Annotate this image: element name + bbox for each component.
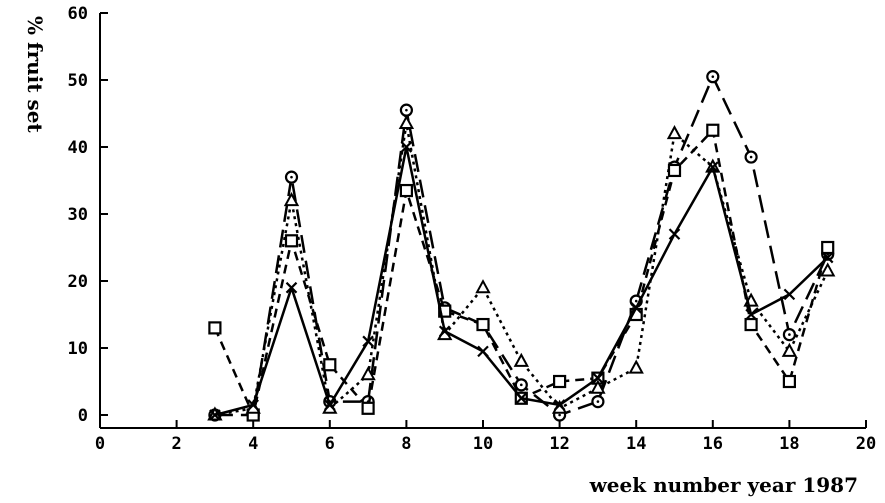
data-point-circle-center xyxy=(290,175,293,179)
data-point-square xyxy=(323,358,337,372)
data-point-square xyxy=(399,183,413,198)
data-point-cross xyxy=(438,325,451,338)
data-point-triangle xyxy=(513,352,529,367)
data-point-square xyxy=(284,234,299,248)
data-point-triangle xyxy=(360,366,376,381)
x-tick-label: 6 xyxy=(325,434,335,454)
x-tick-label: 12 xyxy=(549,434,569,454)
x-axis-title: week number year 1987 xyxy=(589,473,858,497)
data-point-cross xyxy=(821,251,834,264)
data-point-cross xyxy=(783,288,796,301)
data-point-triangle xyxy=(590,379,606,394)
data-point-triangle xyxy=(398,114,415,130)
y-tick-label: 30 xyxy=(68,205,88,225)
data-point-cross xyxy=(707,161,719,173)
data-point-cross xyxy=(477,345,489,358)
data-point-circle-center xyxy=(788,333,791,336)
x-tick-label: 16 xyxy=(703,434,723,454)
data-point-circle-center xyxy=(596,400,600,403)
series-cross xyxy=(209,141,834,421)
x-tick-label: 2 xyxy=(171,434,181,454)
data-point-square xyxy=(208,321,222,335)
y-tick-label: 0 xyxy=(78,406,88,426)
data-point-square xyxy=(706,123,720,137)
x-tick-label: 0 xyxy=(95,434,105,454)
data-point-circle-center xyxy=(405,108,408,112)
x-tick-label: 18 xyxy=(779,434,799,454)
x-tick-label: 10 xyxy=(473,434,493,454)
y-axis-title: % fruit set xyxy=(23,16,47,133)
data-point-cross xyxy=(247,399,259,411)
data-point-square xyxy=(361,401,375,415)
data-point-circle-center xyxy=(749,155,753,159)
data-point-square xyxy=(552,374,567,389)
data-point-circle-center xyxy=(711,75,715,78)
data-point-triangle xyxy=(475,279,491,294)
data-point-cross xyxy=(745,308,757,321)
y-tick-label: 40 xyxy=(68,138,88,158)
x-tick-label: 8 xyxy=(401,434,411,454)
data-point-triangle xyxy=(820,262,836,277)
data-point-triangle xyxy=(666,125,683,140)
x-tick-label: 20 xyxy=(856,434,876,454)
y-tick-label: 20 xyxy=(68,272,88,292)
data-point-triangle xyxy=(628,359,644,374)
data-point-cross xyxy=(515,392,528,405)
x-tick-label: 14 xyxy=(626,434,646,454)
data-point-cross xyxy=(209,409,221,421)
data-point-cross xyxy=(324,399,336,411)
data-point-cross xyxy=(592,372,604,384)
data-point-triangle xyxy=(781,342,798,357)
axes: 0 10 20 30 40 50 60 0 2 4 6 8 10 12 14 16 18 20 xyxy=(68,4,877,454)
data-point-cross xyxy=(668,228,681,240)
series-layer xyxy=(207,70,836,422)
data-point-square xyxy=(667,163,682,178)
data-point-square xyxy=(438,304,452,318)
data-point-circle-center xyxy=(558,413,561,417)
data-point-square xyxy=(821,240,835,255)
data-point-triangle xyxy=(283,192,300,207)
data-point-circle-center xyxy=(520,383,523,387)
data-point-cross xyxy=(362,335,374,348)
data-point-square xyxy=(476,317,490,332)
y-tick-label: 50 xyxy=(68,71,88,91)
data-point-cross xyxy=(553,399,566,411)
data-point-circle-center xyxy=(634,299,638,303)
data-point-square xyxy=(782,374,797,389)
series-circle xyxy=(208,70,835,422)
data-point-cross xyxy=(400,141,413,153)
data-point-cross xyxy=(285,281,298,294)
data-point-cross xyxy=(630,302,642,314)
x-tick-label: 4 xyxy=(248,434,258,454)
data-point-square xyxy=(744,317,758,332)
y-tick-label: 10 xyxy=(68,339,88,359)
y-tick-label: 60 xyxy=(68,4,88,24)
